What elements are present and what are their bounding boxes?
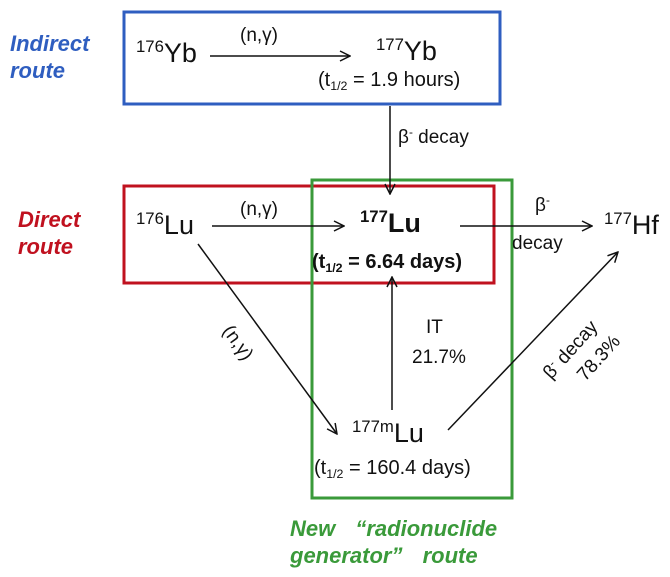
lu176-nuclide: 176Lu	[136, 208, 194, 240]
lu177m-symbol: Lu	[393, 418, 424, 448]
generator-route-box	[310, 178, 514, 500]
lu177m-mass: 177m	[352, 416, 394, 436]
indirect-route-box	[122, 10, 502, 106]
lu177-nuclide: 177Lu	[360, 206, 421, 238]
indirect-route-label: Indirect route	[10, 31, 90, 83]
lu177-decay-beta-label: β-	[535, 193, 550, 216]
it-percent-label: 21.7%	[412, 347, 466, 368]
lu177m-nuclide: 177mLu	[352, 416, 424, 448]
yb177-mass: 177	[376, 34, 404, 54]
lu177m-to-hf177-arrow	[447, 252, 618, 431]
yb176-symbol: Yb	[163, 38, 197, 68]
yb176-nuclide: 176Yb	[136, 36, 197, 68]
yb177-decay-label: β- decay	[398, 125, 469, 148]
direct-route-box	[122, 184, 496, 285]
hf177-mass: 177	[604, 208, 632, 228]
hf177-nuclide: 177Hf	[604, 208, 659, 240]
lu177m-half-life: (t1/2 = 160.4 days)	[314, 457, 471, 481]
hf177-symbol: Hf	[631, 210, 659, 240]
yb176-mass: 176	[136, 36, 164, 56]
lu177-mass: 177	[360, 206, 388, 226]
direct-route-label: Direct route	[18, 207, 81, 259]
generator-route-label: New “radionuclide generator” route	[290, 516, 498, 568]
lu177-half-life: (t1/2 = 6.64 days)	[312, 251, 463, 275]
lu-capture-label: (n,γ)	[240, 199, 278, 220]
lu176-to-lu177m-arrow	[197, 243, 337, 434]
yb177-half-life: (t1/2 = 1.9 hours)	[318, 69, 461, 93]
lu176-symbol: Lu	[163, 210, 194, 240]
lu177-decay-word-label: decay	[512, 233, 563, 254]
yb177-nuclide: 177Yb	[376, 34, 437, 66]
yb-capture-label: (n,γ)	[240, 25, 278, 46]
lu177-symbol: Lu	[387, 208, 421, 238]
it-label: IT	[426, 317, 443, 338]
lu176-mass: 176	[136, 208, 164, 228]
yb177-symbol: Yb	[403, 36, 437, 66]
